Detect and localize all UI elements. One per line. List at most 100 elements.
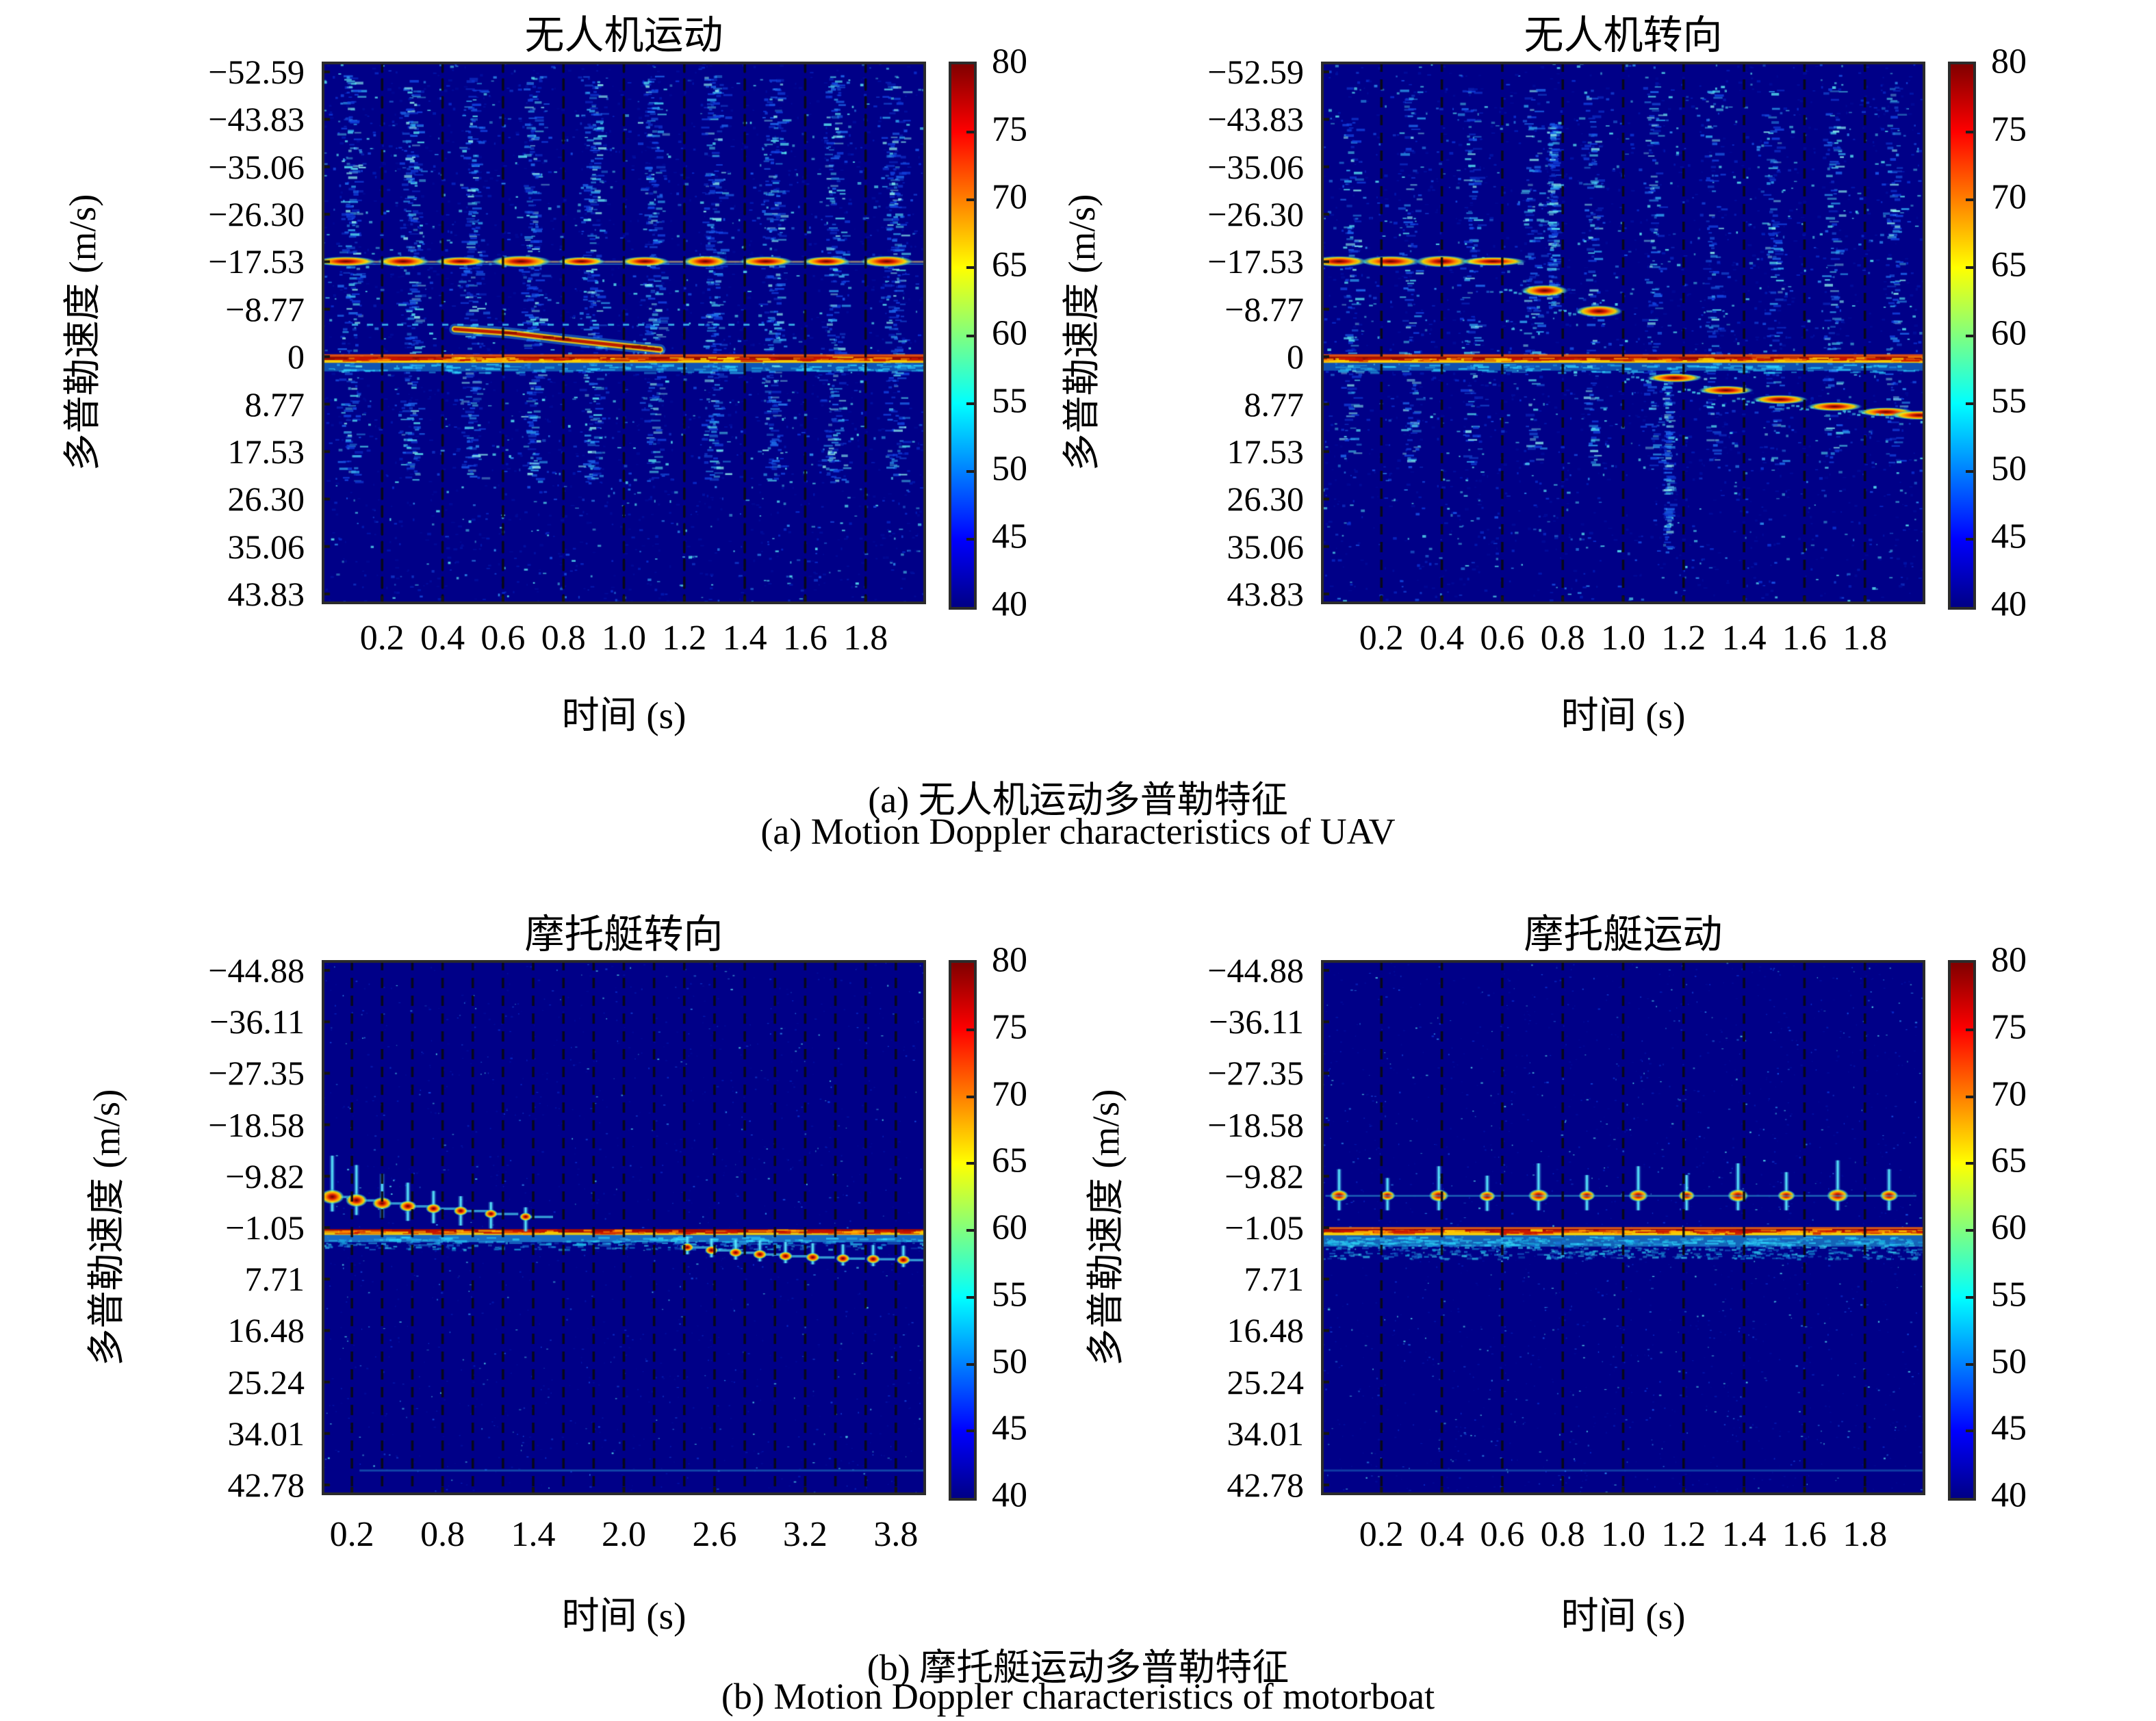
colorbar-tick-label: 75 [992,1007,1027,1047]
y-tick-label: −17.53 [208,242,305,281]
y-tick-label: −18.58 [1207,1105,1304,1144]
colorbar-tick-label: 50 [992,449,1027,489]
y-tick-label: −44.88 [1207,951,1304,989]
y-axis-tick-labels: −44.88 −36.11 −27.35 −18.58 −9.82 −1.05 7.71 16… [86,951,305,1504]
colorbar-tick-label: 60 [1991,1208,2027,1247]
colorbar-tick-label: 80 [992,42,1027,81]
y-tick-label: 16.48 [1227,1311,1305,1350]
colorbar-tick-label: 45 [992,517,1027,556]
colorbar [1948,960,1976,1501]
colorbar-tick-label: 70 [1991,177,2027,217]
colorbar [949,62,977,610]
colorbar-tick-label: 55 [1991,381,2027,421]
x-tick-label: 1.2 [662,619,707,658]
y-tick-label: 35.06 [1227,527,1305,566]
colorbar-tick-label: 45 [1991,517,2027,556]
caption-b-en: (b) Motion Doppler characteristics of mo… [721,1676,1435,1717]
x-tick-label: 1.6 [1782,619,1827,658]
x-tick-label: 1.4 [511,1515,556,1554]
x-tick-label: 1.8 [1843,1515,1888,1554]
y-tick-label: −1.05 [1224,1208,1304,1247]
x-tick-label: 1.4 [1721,619,1767,658]
x-tick-label: 0.6 [480,619,526,658]
x-tick-label: 1.0 [1601,1515,1645,1554]
spectrogram-uav-motion [322,62,926,604]
y-tick-label: −52.59 [1207,53,1304,91]
colorbar-tick-label: 55 [1991,1275,2027,1315]
y-tick-label: −35.06 [1207,147,1304,186]
plot-title-motorboat-motion: 摩托艇运动 [1524,912,1723,957]
x-tick-label: 0.8 [1540,619,1585,658]
x-tick-label: 0.6 [1480,1515,1525,1554]
x-tick-label: 2.6 [692,1515,737,1554]
colorbar-tick-label: 65 [992,1141,1027,1180]
y-tick-label: 34.01 [1227,1414,1305,1453]
x-tick-label: 0.8 [420,1515,465,1554]
y-tick-label: −35.06 [208,147,305,186]
x-tick-label: 1.0 [602,619,646,658]
colorbar-tick-label: 55 [992,381,1027,421]
y-tick-label: 17.53 [227,432,305,471]
y-tick-label: −9.82 [225,1156,305,1195]
x-tick-label: 1.6 [1782,1515,1827,1554]
colorbar-tick-label: 40 [992,1475,1027,1515]
y-tick-label: −36.11 [1209,1002,1304,1041]
colorbar-tick-label: 40 [1991,584,2027,624]
y-tick-label: −26.30 [1207,195,1304,234]
y-tick-label: 16.48 [227,1311,305,1350]
colorbar-tick-label: 70 [1991,1074,2027,1113]
y-tick-label: 0 [287,337,305,376]
caption-a-zh: (a) 无人机运动多普勒特征 [868,779,1288,820]
x-tick-label: 0.8 [1540,1515,1585,1554]
colorbar-tick-label: 70 [992,1074,1027,1113]
plot-title-motorboat-turning: 摩托艇转向 [524,912,723,957]
colorbar-tick-label: 50 [992,1342,1027,1381]
x-tick-label: 1.8 [843,619,888,658]
y-tick-label: 0 [1287,337,1304,376]
y-tick-label: −8.77 [225,289,305,328]
spectrogram-motorboat-motion [1321,960,1925,1495]
y-tick-label: −8.77 [1224,289,1304,328]
y-tick-label: −17.53 [1207,242,1304,281]
x-tick-label: 0.4 [420,619,465,658]
spectrogram-uav-turning [1321,62,1925,604]
colorbar-tick-label: 65 [1991,245,2027,285]
x-tick-label: 1.4 [1721,1515,1767,1554]
x-tick-label: 0.2 [1359,619,1404,658]
x-tick-label: 1.6 [782,619,827,658]
y-tick-label: −18.58 [208,1105,305,1144]
x-tick-label: 0.4 [1420,1515,1465,1554]
y-tick-label: −43.83 [208,100,305,139]
x-tick-label: 1.4 [722,619,767,658]
colorbar-tick-label: 60 [1991,313,2027,352]
y-tick-label: −26.30 [208,195,305,234]
x-tick-label: 0.2 [329,1515,374,1554]
x-tick-label: 0.2 [1359,1515,1404,1554]
x-tick-label: 1.8 [1843,619,1888,658]
x-tick-label: 0.8 [541,619,586,658]
y-tick-label: −36.11 [209,1002,305,1041]
colorbar-tick-label: 75 [992,109,1027,149]
x-tick-label: 0.2 [359,619,405,658]
caption-a-en: (a) Motion Doppler characteristics of UA… [760,811,1396,852]
colorbar [1948,62,1976,610]
y-tick-label: 26.30 [227,480,305,519]
y-tick-label: 7.71 [1244,1260,1305,1299]
y-tick-label: −1.05 [225,1208,305,1247]
spectrogram-motorboat-turning [322,960,926,1495]
y-tick-label: −43.83 [1207,100,1304,139]
colorbar-tick-label: 40 [1991,1475,2027,1515]
y-tick-label: 17.53 [1227,432,1305,471]
colorbar-tick-label: 60 [992,313,1027,352]
y-tick-label: 25.24 [227,1362,305,1401]
y-tick-label: −44.88 [208,951,305,989]
plot-title-uav-turning: 无人机转向 [1524,13,1723,57]
colorbar-tick-label: 55 [992,1275,1027,1315]
colorbar-tick-label: 40 [992,584,1027,624]
y-tick-label: 8.77 [1244,385,1305,424]
colorbar-tick-label: 80 [1991,940,2027,980]
colorbar-tick-label: 75 [1991,109,2027,149]
x-axis-label: 时间 (s) [561,1595,686,1637]
y-tick-label: 34.01 [227,1414,305,1453]
x-tick-label: 3.8 [873,1515,919,1554]
